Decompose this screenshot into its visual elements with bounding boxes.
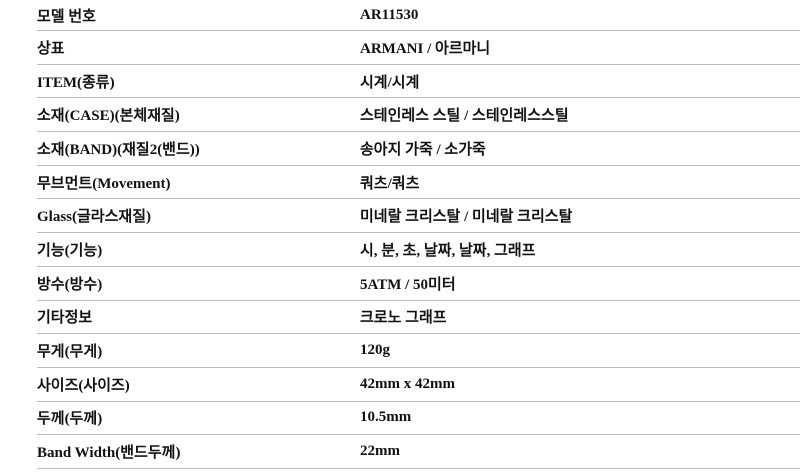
table-row: 소재(CASE)(본체재질) 스테인레스 스틸 / 스테인레스스틸 bbox=[37, 98, 800, 133]
table-row: 상표 ARMANI / 아르마니 bbox=[37, 31, 800, 65]
spec-value: 시, 분, 초, 날짜, 날짜, 그래프 bbox=[360, 242, 536, 259]
spec-label: 무브먼트(Movement) bbox=[37, 175, 171, 192]
spec-value: 5ATM / 50미터 bbox=[360, 276, 456, 293]
spec-value: 쿼츠/쿼츠 bbox=[360, 175, 420, 192]
spec-label: Glass(글라스재질) bbox=[37, 209, 152, 226]
spec-label: 소재(BAND)(재질2(밴드)) bbox=[37, 141, 200, 158]
spec-label: 두께(두께) bbox=[37, 411, 103, 428]
spec-value: 송아지 가죽 / 소가죽 bbox=[360, 141, 486, 158]
table-row: 두께(두께) 10.5mm bbox=[37, 402, 800, 436]
spec-label: Band Width(밴드두께) bbox=[37, 445, 181, 462]
spec-value: AR11530 bbox=[360, 6, 419, 23]
spec-label: 기타정보 bbox=[37, 310, 93, 327]
table-row: 기타정보 크로노 그래프 bbox=[37, 301, 800, 335]
table-row: 무게(무게) 120g bbox=[37, 334, 800, 368]
spec-label: 사이즈(사이즈) bbox=[37, 377, 130, 394]
spec-label: 소재(CASE)(본체재질) bbox=[37, 108, 180, 125]
table-row: 사이즈(사이즈) 42mm x 42mm bbox=[37, 368, 800, 402]
spec-value: 120g bbox=[360, 342, 390, 359]
spec-value: 시계/시계 bbox=[360, 74, 420, 91]
table-row: ITEM(종류) 시계/시계 bbox=[37, 65, 800, 99]
product-spec-table: 모델 번호 AR11530 상표 ARMANI / 아르마니 ITEM(종류) … bbox=[37, 0, 800, 469]
table-row: 모델 번호 AR11530 bbox=[37, 0, 800, 31]
spec-label: 모델 번호 bbox=[37, 8, 96, 25]
table-row: 소재(BAND)(재질2(밴드)) 송아지 가죽 / 소가죽 bbox=[37, 132, 800, 166]
table-row: Band Width(밴드두께) 22mm bbox=[37, 435, 800, 469]
spec-value: 스테인레스 스틸 / 스테인레스스틸 bbox=[360, 108, 569, 125]
table-row: 기능(기능) 시, 분, 초, 날짜, 날짜, 그래프 bbox=[37, 233, 800, 267]
spec-value: ARMANI / 아르마니 bbox=[360, 40, 491, 57]
spec-value: 크로노 그래프 bbox=[360, 310, 447, 327]
table-row: Glass(글라스재질) 미네랄 크리스탈 / 미네랄 크리스탈 bbox=[37, 199, 800, 234]
spec-label: 상표 bbox=[37, 40, 65, 57]
table-row: 무브먼트(Movement) 쿼츠/쿼츠 bbox=[37, 166, 800, 200]
spec-label: 무게(무게) bbox=[37, 344, 103, 361]
spec-value: 미네랄 크리스탈 / 미네랄 크리스탈 bbox=[360, 209, 573, 226]
spec-value: 42mm x 42mm bbox=[360, 375, 455, 392]
spec-value: 22mm bbox=[360, 443, 400, 460]
spec-label: 기능(기능) bbox=[37, 242, 103, 259]
spec-label: 방수(방수) bbox=[37, 276, 103, 293]
table-row: 방수(방수) 5ATM / 50미터 bbox=[37, 267, 800, 301]
spec-label: ITEM(종류) bbox=[37, 74, 115, 91]
spec-value: 10.5mm bbox=[360, 409, 412, 426]
